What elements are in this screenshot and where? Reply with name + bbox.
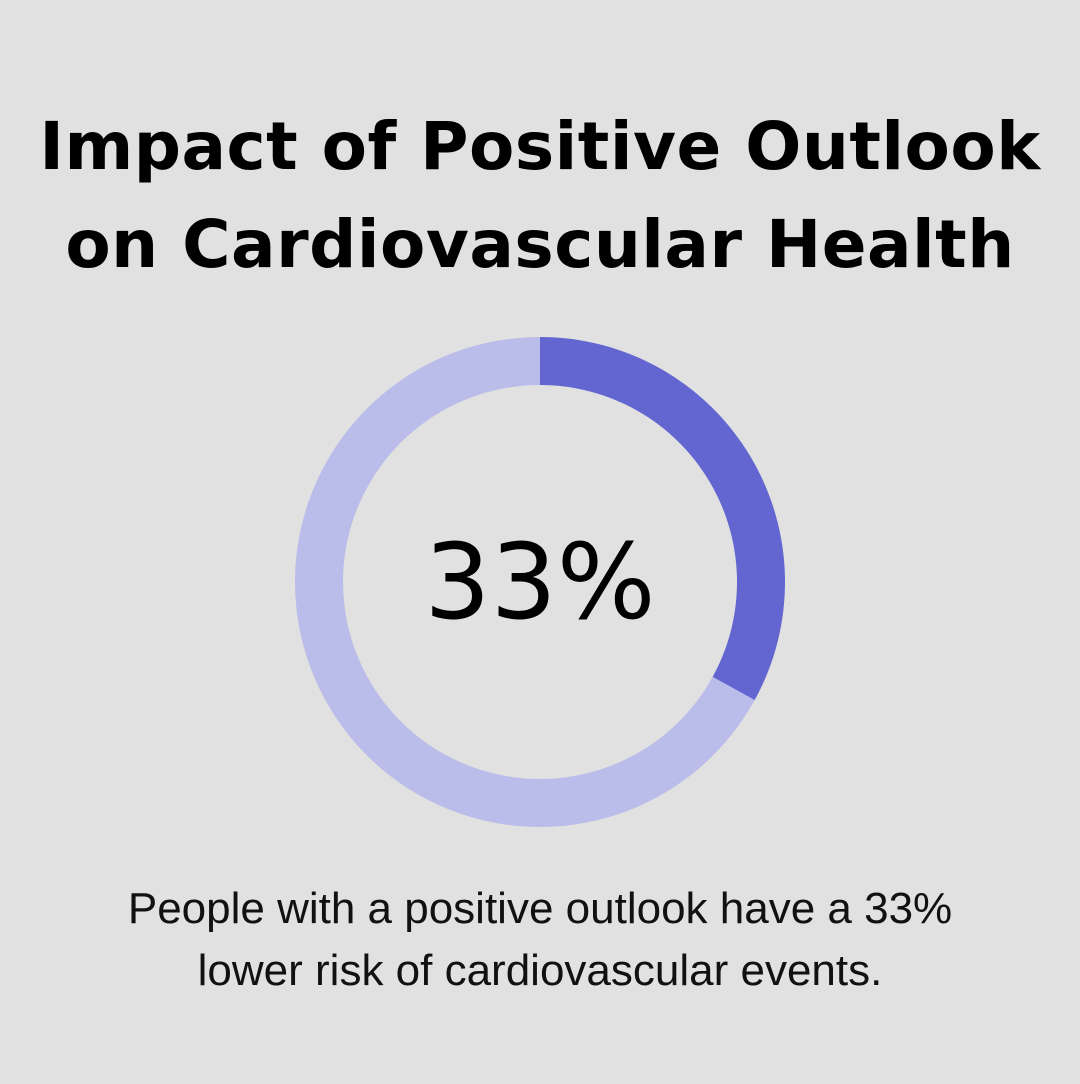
chart-title: Impact of Positive Outlook on Cardiovasc… xyxy=(39,108,1041,283)
donut-segment-highlight xyxy=(540,337,786,701)
caption-line-1: People with a positive outlook have a 33… xyxy=(127,884,953,933)
center-percentage-label: 33% xyxy=(424,521,656,643)
caption: People with a positive outlook have a 33… xyxy=(0,878,1080,1002)
caption-line-2: lower risk of cardiovascular events. xyxy=(197,946,883,995)
